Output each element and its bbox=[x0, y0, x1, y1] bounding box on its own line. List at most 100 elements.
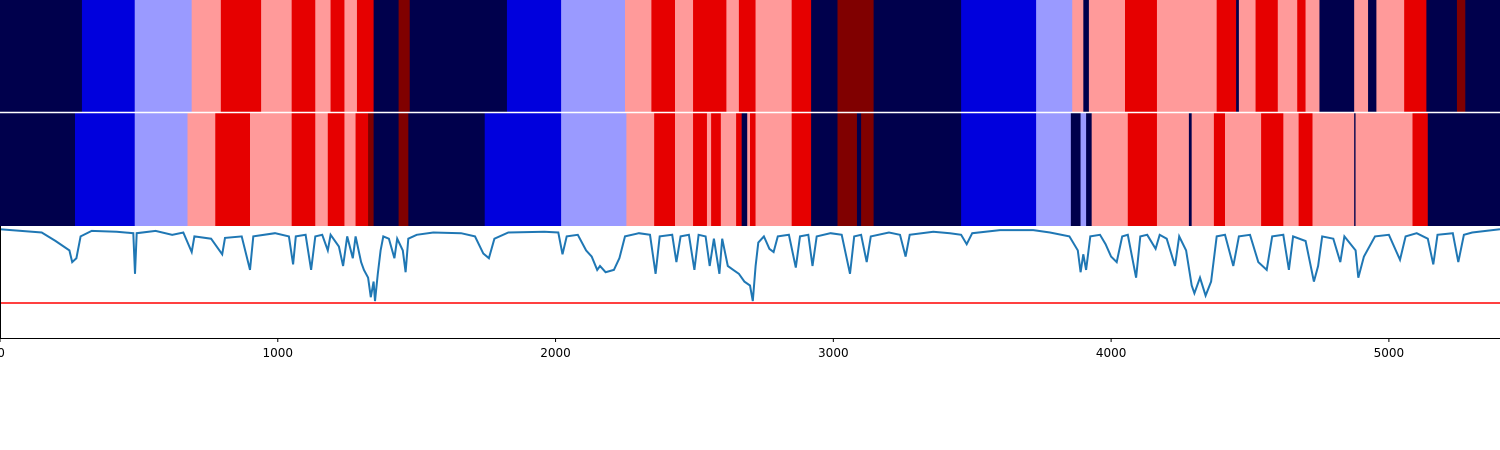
bottom-strip-segment-32 bbox=[856, 113, 862, 226]
bottom-strip-segment-33 bbox=[861, 113, 875, 226]
top-strip-segment-18 bbox=[675, 0, 694, 112]
top-strip-segment-8 bbox=[330, 0, 345, 112]
top-strip-segment-42 bbox=[1354, 0, 1369, 112]
bottom-strip-segment-12 bbox=[373, 113, 400, 226]
bottom-strip-segment-37 bbox=[1070, 113, 1081, 226]
top-strip-segment-23 bbox=[791, 0, 812, 112]
top-strip-segment-31 bbox=[1088, 0, 1126, 112]
x-tick-label-3: 3000 bbox=[818, 346, 849, 360]
top-strip-segment-24 bbox=[811, 0, 838, 112]
bottom-strip-segment-52 bbox=[1355, 113, 1413, 226]
bottom-strip-segment-13 bbox=[398, 113, 409, 226]
bottom-strip-segment-21 bbox=[706, 113, 712, 226]
x-tick-label-4: 4000 bbox=[1096, 346, 1127, 360]
bottom-strip-segment-4 bbox=[215, 113, 251, 226]
top-strip-segment-19 bbox=[693, 0, 727, 112]
bottom-strip-segment-28 bbox=[755, 113, 793, 226]
bottom-strip-segment-42 bbox=[1156, 113, 1190, 226]
category-strip-top bbox=[0, 0, 1500, 112]
top-strip-segment-26 bbox=[873, 0, 962, 112]
top-strip-segment-27 bbox=[961, 0, 1037, 112]
bottom-strip-segment-15 bbox=[484, 113, 562, 226]
bottom-strip-segment-35 bbox=[961, 113, 1037, 226]
x-axis-ticks: 0 1000 2000 3000 4000 5000 bbox=[0, 338, 1404, 360]
top-strip-segment-17 bbox=[651, 0, 676, 112]
bottom-strip-segment-41 bbox=[1127, 113, 1158, 226]
top-strip-segment-37 bbox=[1255, 0, 1279, 112]
bottom-strip-segment-23 bbox=[720, 113, 737, 226]
top-strip-segment-29 bbox=[1072, 0, 1084, 112]
bottom-strip-segment-46 bbox=[1225, 113, 1262, 226]
top-strip-segment-38 bbox=[1277, 0, 1298, 112]
top-strip-segment-41 bbox=[1319, 0, 1355, 112]
top-strip-segment-13 bbox=[409, 0, 508, 112]
top-strip-segment-6 bbox=[291, 0, 316, 112]
bottom-strip-segment-6 bbox=[291, 113, 316, 226]
top-strip-segment-30 bbox=[1083, 0, 1090, 112]
bottom-strip-segment-44 bbox=[1191, 113, 1215, 226]
top-strip-segment-39 bbox=[1297, 0, 1306, 112]
bottom-strip-segment-1 bbox=[75, 113, 136, 226]
top-strip-segment-5 bbox=[261, 0, 293, 112]
bottom-strip-segment-50 bbox=[1312, 113, 1355, 226]
bottom-strip-segment-26 bbox=[747, 113, 751, 226]
top-strip-segment-35 bbox=[1236, 0, 1240, 112]
x-tick-label-1: 1000 bbox=[263, 346, 294, 360]
bottom-strip-segment-17 bbox=[626, 113, 655, 226]
signal-line bbox=[0, 228, 1500, 302]
bottom-strip-segment-3 bbox=[187, 113, 216, 226]
top-strip-segment-34 bbox=[1216, 0, 1237, 112]
top-strip-segment-9 bbox=[344, 0, 358, 112]
bottom-strip-segment-25 bbox=[741, 113, 748, 226]
top-strip-segment-22 bbox=[755, 0, 793, 112]
top-strip-segment-20 bbox=[726, 0, 740, 112]
top-strip-segment-48 bbox=[1465, 0, 1500, 112]
signal-panel bbox=[0, 228, 1500, 304]
top-strip-segment-12 bbox=[398, 0, 411, 112]
bottom-strip-segment-49 bbox=[1298, 113, 1313, 226]
bottom-strip-segment-51 bbox=[1354, 113, 1356, 226]
bottom-strip-segment-16 bbox=[561, 113, 627, 226]
bottom-strip-segment-10 bbox=[355, 113, 369, 226]
bottom-strip-segment-31 bbox=[837, 113, 858, 226]
top-strip-segment-4 bbox=[220, 0, 262, 112]
bottom-strip-segment-48 bbox=[1283, 113, 1300, 226]
bottom-strip-segment-43 bbox=[1188, 113, 1193, 226]
bottom-strip-segment-30 bbox=[811, 113, 838, 226]
bottom-strip-segment-18 bbox=[654, 113, 676, 226]
top-strip-segment-16 bbox=[625, 0, 652, 112]
bottom-strip-segment-34 bbox=[873, 113, 962, 226]
top-strip-segment-46 bbox=[1426, 0, 1458, 112]
category-strip-bottom bbox=[0, 113, 1500, 226]
bottom-strip-segment-22 bbox=[711, 113, 722, 226]
bottom-strip-segment-54 bbox=[1427, 113, 1500, 226]
bottom-strip-segment-8 bbox=[327, 113, 345, 226]
bottom-strip-segment-53 bbox=[1412, 113, 1429, 226]
bottom-strip-segment-39 bbox=[1086, 113, 1093, 226]
bottom-strip-segment-19 bbox=[675, 113, 694, 226]
top-strip-segment-33 bbox=[1156, 0, 1218, 112]
bottom-strip-segment-24 bbox=[736, 113, 743, 226]
bottom-strip-segment-7 bbox=[315, 113, 329, 226]
bottom-strip-segment-45 bbox=[1213, 113, 1226, 226]
top-strip-segment-21 bbox=[738, 0, 756, 112]
axes-frame bbox=[0, 226, 1500, 339]
top-strip-segment-25 bbox=[837, 0, 875, 112]
top-strip-segment-28 bbox=[1036, 0, 1073, 112]
top-strip-segment-1 bbox=[81, 0, 136, 112]
bottom-strip-segment-36 bbox=[1036, 113, 1072, 226]
top-strip-segment-44 bbox=[1376, 0, 1405, 112]
bottom-strip-segment-38 bbox=[1080, 113, 1087, 226]
x-tick-label-5: 5000 bbox=[1374, 346, 1405, 360]
top-strip-segment-2 bbox=[134, 0, 193, 112]
top-strip-segment-40 bbox=[1305, 0, 1320, 112]
bottom-strip-segment-2 bbox=[134, 113, 188, 226]
x-tick-label-0: 0 bbox=[0, 346, 5, 360]
top-strip-segment-3 bbox=[191, 0, 222, 112]
top-strip-segment-36 bbox=[1238, 0, 1256, 112]
top-strip-segment-11 bbox=[373, 0, 400, 112]
bottom-strip-segment-40 bbox=[1091, 113, 1129, 226]
bottom-strip-segment-29 bbox=[791, 113, 812, 226]
x-tick-label-2: 2000 bbox=[540, 346, 571, 360]
